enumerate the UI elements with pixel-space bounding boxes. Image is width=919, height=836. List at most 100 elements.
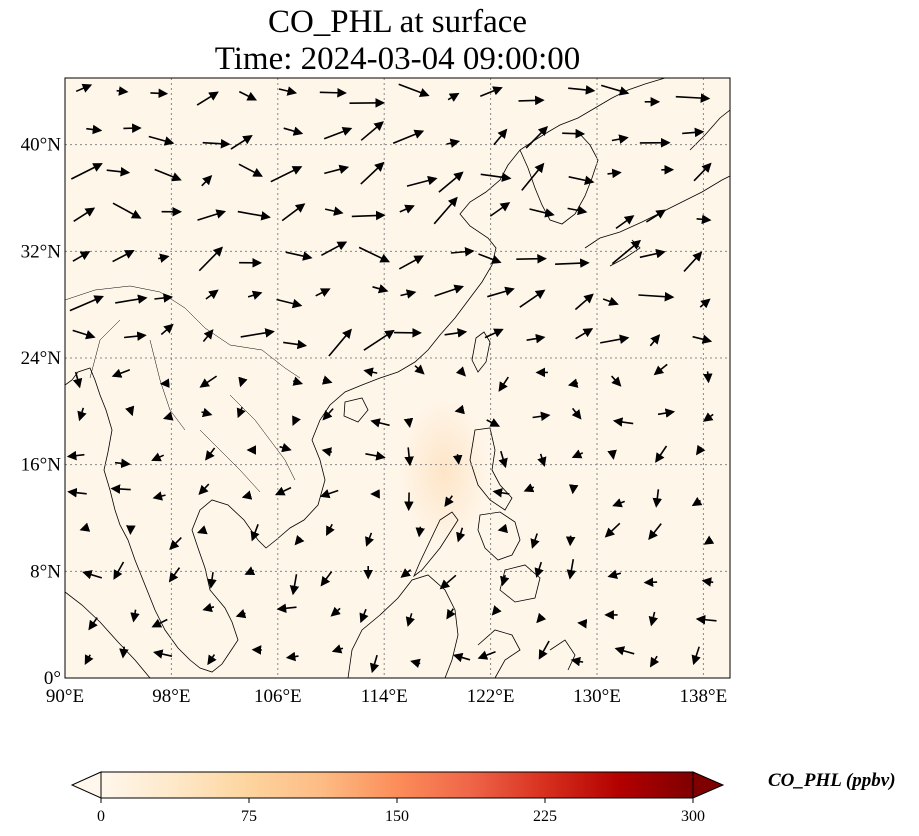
wind-arrow [492, 488, 510, 498]
wind-arrow [321, 375, 333, 385]
wind-arrow [205, 289, 219, 300]
wind-arrow [649, 334, 661, 347]
wind-arrow [77, 407, 87, 422]
wind-arrow [202, 138, 231, 149]
latitude-tick-label: 24°N [21, 348, 62, 369]
wind-arrow [207, 572, 217, 589]
wind-arrow [238, 90, 258, 101]
wind-arrow [202, 602, 215, 613]
wind-arrow [324, 206, 344, 216]
wind-arrow [571, 449, 584, 459]
coastlines [65, 78, 730, 678]
wind-arrow [241, 490, 253, 500]
wind-arrow [159, 378, 170, 389]
wind-arrow [400, 289, 417, 299]
wind-arrow [526, 333, 546, 344]
wind-arrow [607, 569, 622, 579]
wind-arrow [276, 298, 303, 309]
wind-arrow [611, 134, 629, 144]
wind-arrow [497, 523, 509, 534]
wind-arrow [323, 126, 353, 140]
luzon-coastline [469, 427, 513, 511]
wind-arrow [655, 445, 668, 463]
wind-arrow [75, 83, 93, 93]
wind-arrow [250, 524, 260, 542]
wind-arrow [158, 253, 170, 263]
wind-arrow [113, 561, 125, 580]
wind-arrow [398, 255, 425, 270]
wind-arrow [611, 375, 622, 387]
wind-arrow [523, 483, 535, 493]
wind-arrow [363, 367, 378, 377]
wind-arrow [116, 86, 129, 96]
borneo-coastline [347, 574, 459, 678]
wind-arrow [360, 161, 385, 185]
wind-arrow [238, 376, 248, 388]
wind-arrow [538, 640, 550, 660]
wind-arrow [278, 86, 298, 96]
wind-arrow [319, 87, 347, 98]
wind-arrow [201, 407, 213, 418]
country-borders [65, 285, 301, 493]
wind-arrow [444, 328, 468, 338]
wind-arrow [358, 246, 391, 263]
wind-arrow [294, 534, 305, 546]
longitude-tick-label: 114°E [361, 686, 408, 707]
wind-arrow [363, 329, 395, 351]
wind-arrow [124, 331, 147, 341]
wind-arrow [160, 323, 174, 336]
wind-arrow [162, 411, 174, 421]
wind-arrow [653, 363, 668, 376]
wind-arrow [536, 612, 547, 624]
wind-arrow [452, 652, 471, 663]
longitude-tick-label: 138°E [680, 686, 728, 707]
wind-arrow [638, 291, 675, 302]
wind-arrow [112, 202, 142, 219]
wind-arrow [612, 498, 625, 508]
wind-arrow [456, 527, 466, 543]
colorbar-tick-label: 150 [385, 808, 409, 825]
wind-arrow [406, 175, 438, 187]
map-time-subtitle: Time: 2024-03-04 09:00:00 [214, 41, 581, 77]
map-frame [64, 77, 731, 679]
wind-arrow [500, 574, 510, 587]
longitude-tick-label: 90°E [46, 686, 84, 707]
wind-arrow [285, 651, 299, 662]
wind-arrow [447, 92, 460, 102]
latitude-tick-label: 16°N [21, 455, 62, 476]
wind-arrow [615, 215, 635, 230]
wind-arrow [568, 484, 579, 495]
wind-arrow [695, 444, 706, 456]
wind-arrow [446, 138, 461, 148]
wind-arrow [365, 532, 375, 547]
wind-arrow [565, 535, 576, 547]
wind-arrow [404, 447, 414, 467]
taiwan-coastline [471, 331, 491, 373]
wind-arrow [575, 328, 594, 340]
latitude-tick-label: 0° [44, 668, 61, 689]
wind-arrow [196, 91, 219, 106]
wind-arrow [695, 614, 717, 625]
wind-arrow [198, 246, 224, 272]
latitude-tick-label: 32°N [21, 241, 62, 262]
wind-arrow [321, 241, 348, 257]
wind-arrow [414, 364, 425, 375]
wind-arrow [274, 486, 292, 496]
wind-arrow [405, 613, 415, 627]
wind-arrow [682, 127, 705, 138]
wind-arrow [111, 368, 131, 378]
wind-arrow [168, 567, 181, 583]
wind-arrow [151, 452, 165, 462]
wind-arrow [106, 166, 131, 177]
wind-arrow [450, 246, 475, 257]
wind-arrow [281, 203, 306, 222]
longitude-tick-label: 106°E [254, 686, 302, 707]
wind-arrow [645, 209, 666, 223]
wind-arrow [703, 535, 715, 545]
wind-arrow [525, 125, 549, 149]
wind-arrow [247, 290, 263, 300]
wind-arrow [703, 371, 713, 384]
wind-arrow [562, 128, 586, 139]
wind-arrow [696, 214, 712, 225]
